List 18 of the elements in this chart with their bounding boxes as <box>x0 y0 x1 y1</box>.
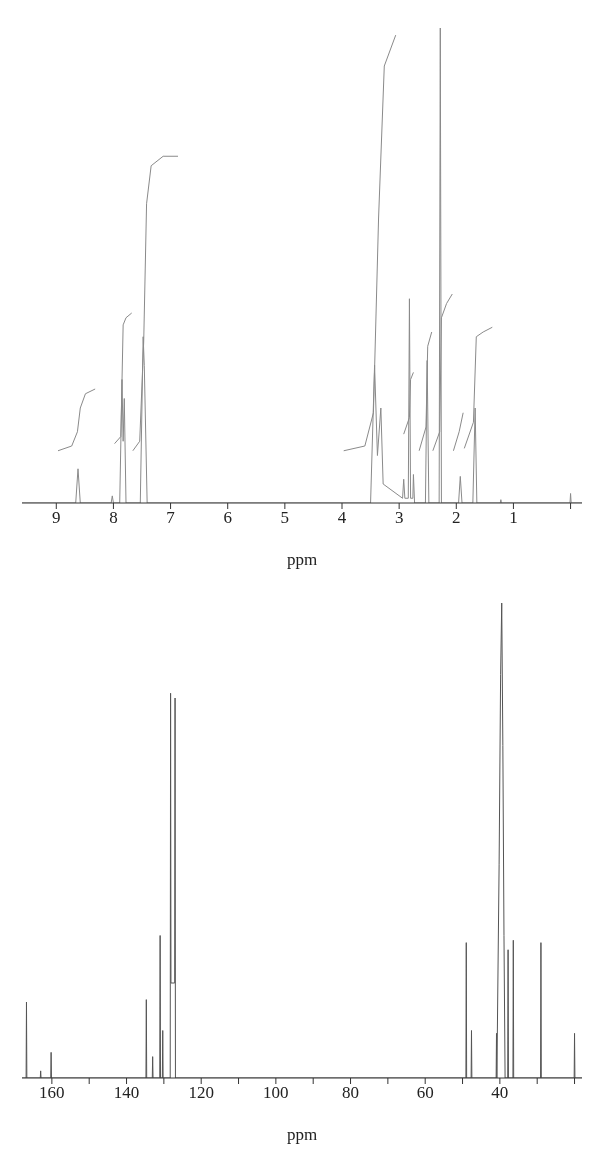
x-tick-label: 120 <box>188 1083 214 1103</box>
x-axis-title: ppm <box>286 550 318 569</box>
x-tick-label: 100 <box>263 1083 289 1103</box>
x-tick-label: 6 <box>223 508 232 528</box>
x-tick-label: 3 <box>394 508 404 528</box>
x-tick-label: 80 <box>342 1083 360 1103</box>
x-tick-label: 5 <box>280 508 290 528</box>
x-axis-title: ppm <box>286 1125 318 1144</box>
x-tick-label: 160 <box>39 1083 65 1103</box>
x-tick-label: 4 <box>337 508 347 528</box>
x-tick-label: 8 <box>109 508 118 528</box>
x-tick-label: 140 <box>113 1083 140 1103</box>
x-tick-label: 1 <box>509 508 518 528</box>
x-tick-label: 9 <box>52 508 61 528</box>
x-tick-label: 7 <box>166 508 176 528</box>
x-tick-label: 40 <box>491 1083 509 1103</box>
x-tick-label: 2 <box>452 508 461 528</box>
x-tick-label: 60 <box>416 1083 434 1103</box>
